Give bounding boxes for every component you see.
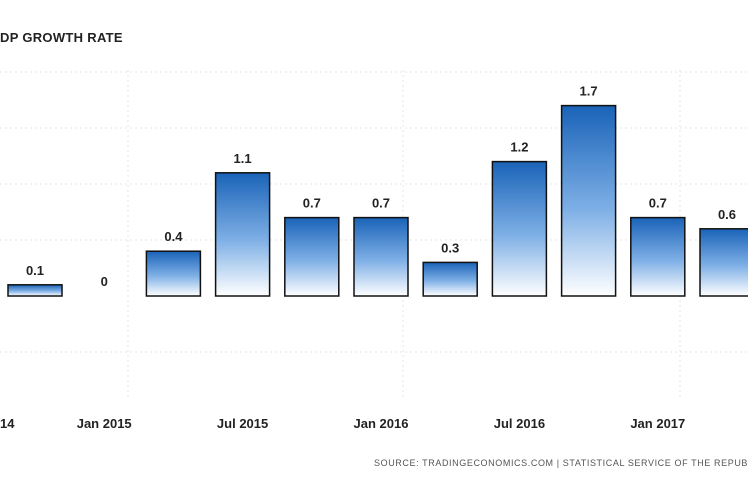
source-note: SOURCE: TRADINGECONOMICS.COM | STATISTIC… (374, 458, 748, 468)
chart-title: DP GROWTH RATE (0, 30, 123, 45)
data-label: 1.1 (234, 151, 252, 166)
x-tick-label: Jan 2017 (630, 416, 685, 431)
bar-jul-2015 (214, 172, 271, 297)
bar-oct-2015 (284, 216, 340, 297)
data-label: 0.3 (441, 240, 459, 255)
data-label: 0 (101, 274, 108, 289)
bar-apr-2017 (699, 228, 748, 297)
x-tick-label: Jul 2015 (217, 416, 268, 431)
data-label: 1.7 (580, 84, 598, 99)
data-label: 0.7 (303, 196, 321, 211)
bar-oct-2014 (7, 284, 63, 297)
x-tick-label: 14 (0, 416, 15, 431)
data-label: 0.7 (372, 196, 390, 211)
data-label: 0.4 (164, 229, 183, 244)
bar-jul-2016 (491, 160, 548, 297)
bar-apr-2016 (422, 261, 478, 297)
bar-jan-2016 (353, 216, 409, 297)
bars (7, 104, 748, 297)
bar-jan-2017 (630, 216, 686, 297)
x-axis-ticks: 14 Jan 2015 Jul 2015 Jan 2016 Jul 2016 Jan 20… (0, 416, 685, 431)
data-label: 1.2 (510, 140, 528, 155)
x-tick-label: Jan 2016 (354, 416, 409, 431)
bar-oct-2016 (560, 104, 617, 297)
x-tick-label: Jan 2015 (77, 416, 132, 431)
data-labels: 0.1 0 0.4 1.1 0.7 0.7 0.3 1.2 1.7 0.7 0.6 (26, 84, 736, 289)
data-label: 0.7 (649, 196, 667, 211)
bar-apr-2015 (145, 250, 202, 297)
data-label: 0.6 (718, 207, 736, 222)
data-label: 0.1 (26, 263, 44, 278)
x-tick-label: Jul 2016 (494, 416, 545, 431)
